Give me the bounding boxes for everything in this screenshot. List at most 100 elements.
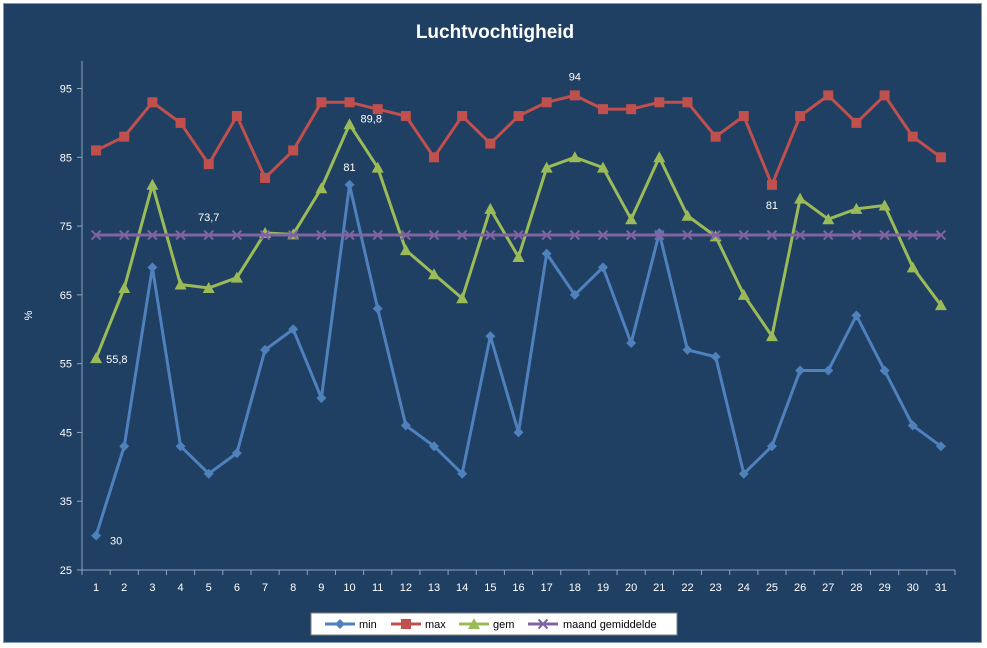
data-point-maand-gemiddelde [119, 229, 130, 241]
data-point-gem [540, 161, 553, 173]
data-point-min [626, 338, 637, 349]
data-point-maand-gemiddelde [259, 229, 271, 241]
data-point-gem [512, 251, 525, 263]
x-tick-label: 10 [343, 582, 355, 594]
data-point-gem [315, 182, 328, 194]
data-point-max [569, 90, 580, 101]
data-point-min [569, 289, 580, 300]
data-point-maand-gemiddelde [147, 229, 158, 241]
data-point-gem [794, 192, 807, 204]
data-point-max [710, 131, 721, 142]
data-point-maand-gemiddelde [175, 229, 186, 241]
data-point-maand-gemiddelde [203, 229, 214, 241]
data-point-min [541, 248, 552, 259]
data-point-gem [146, 178, 159, 190]
data-point-max [907, 131, 918, 142]
data-point-max [851, 117, 862, 128]
data-point-gem [90, 352, 103, 364]
data-point-gem [456, 292, 469, 304]
data-point-max [147, 97, 158, 108]
y-tick-label: 55 [60, 359, 72, 371]
data-point-min [175, 441, 186, 452]
data-point-min [935, 441, 946, 452]
x-tick-label: 16 [512, 582, 524, 594]
data-point-min [907, 420, 918, 431]
legend-label: max [425, 619, 446, 631]
x-tick-label: 13 [428, 582, 440, 594]
data-point-max [654, 97, 665, 108]
data-point-maand-gemiddelde [513, 229, 524, 241]
data-point-maand-gemiddelde [710, 229, 721, 241]
x-tick-label: 21 [653, 582, 665, 594]
x-tick-label: 14 [456, 582, 468, 594]
data-point-gem [568, 151, 581, 163]
data-point-maand-gemiddelde [90, 229, 102, 241]
data-point-gem [399, 244, 412, 256]
data-point-min [147, 262, 158, 273]
x-tick-label: 9 [318, 582, 324, 594]
data-point-max [203, 159, 214, 170]
legend-label: gem [493, 619, 514, 631]
data-point-gem [625, 213, 638, 225]
x-tick-label: 8 [290, 582, 296, 594]
series-line-gem [94, 122, 943, 359]
y-tick-label: 35 [60, 496, 72, 508]
data-point-maand-gemiddelde [288, 229, 299, 241]
data-point-min [429, 441, 440, 452]
x-tick-label: 26 [794, 582, 806, 594]
data-point-max [400, 111, 411, 122]
data-point-gem [822, 213, 835, 225]
data-point-maand-gemiddelde [794, 229, 806, 241]
data-point-min [823, 365, 834, 376]
x-tick-label: 15 [484, 582, 496, 594]
legend: min max gem maand gemiddelde [310, 612, 678, 636]
x-tick-label: 7 [262, 582, 268, 594]
data-point-max [457, 111, 468, 122]
data-point-min [513, 427, 524, 438]
data-point-maand-gemiddelde [428, 229, 440, 241]
data-labels: 30 81 55,8 89,8 73,7 94 81 [106, 71, 778, 547]
x-tick-label: 22 [681, 582, 693, 594]
data-point-maand-gemiddelde [682, 229, 693, 241]
data-point-maand-gemiddelde [935, 229, 947, 241]
legend-box [310, 612, 678, 636]
data-point-max [513, 111, 524, 122]
x-tick-label: 28 [850, 582, 862, 594]
x-tick-label: 4 [178, 582, 184, 594]
legend-swatch-marker [401, 619, 411, 629]
data-point-max [119, 131, 130, 142]
data-point-maand-gemiddelde [879, 229, 890, 241]
data-point-max [738, 111, 749, 122]
data-point-min [738, 468, 749, 479]
x-tick-label: 12 [400, 582, 412, 594]
legend-swatch-marker [468, 618, 480, 629]
series-min [91, 179, 946, 541]
x-tick-label: 30 [907, 582, 919, 594]
x-tick-label: 24 [738, 582, 750, 594]
chart-area: Luchtvochtigheid % 25 35 45 55 65 75 85 95 1 2 3 4 5… [3, 3, 982, 643]
data-point-min [119, 441, 130, 452]
data-point-max [766, 179, 777, 190]
data-point-min [400, 420, 411, 431]
data-point-maand-gemiddelde [231, 229, 243, 241]
legend-item-gem: gem [459, 618, 514, 631]
data-point-max [485, 138, 496, 149]
data-point-min [91, 530, 102, 541]
x-tick-label: 25 [766, 582, 778, 594]
data-point-min [597, 262, 608, 273]
x-tick-label: 31 [935, 582, 947, 594]
y-tick-label: 45 [60, 427, 72, 439]
y-tick-label: 65 [60, 290, 72, 302]
data-point-max [260, 172, 271, 183]
data-label: 30 [110, 536, 122, 548]
data-point-gem [343, 118, 356, 130]
data-point-max [795, 111, 806, 122]
data-point-maand-gemiddelde [456, 229, 468, 241]
data-label: 81 [766, 200, 778, 212]
data-point-max [344, 97, 355, 108]
data-point-gem [850, 202, 863, 214]
legend-swatch-marker [537, 618, 549, 630]
data-point-min [260, 344, 271, 355]
data-point-maand-gemiddelde [400, 229, 412, 241]
